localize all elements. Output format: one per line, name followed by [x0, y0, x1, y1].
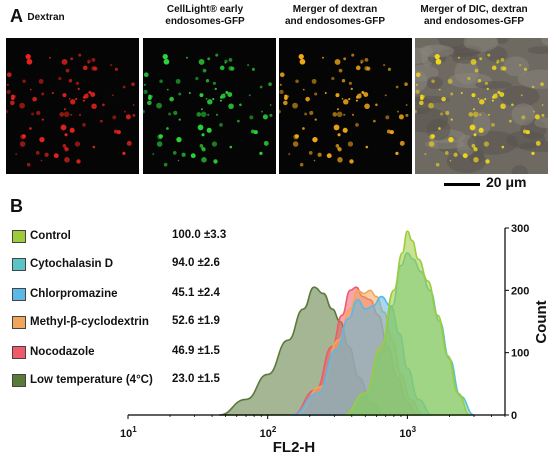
- scale-bar: [444, 183, 480, 186]
- legend-label: Control: [30, 230, 71, 242]
- legend-value: 23.0 ±1.5: [172, 373, 220, 385]
- legend-row: Cytochalasin D: [12, 256, 113, 272]
- image-title-line: Merger of DIC, dextran: [420, 4, 528, 15]
- legend-swatch: [12, 229, 26, 243]
- scale-bar-label: 20 μm: [486, 174, 527, 190]
- x-tick-exponent: 1: [132, 425, 137, 434]
- legend-label: Chlorpromazine: [30, 288, 118, 300]
- image-title-line: and endosomes-GFP: [284, 16, 385, 27]
- image-title-line: and endosomes-GFP: [423, 16, 524, 27]
- legend-value: 45.1 ±2.4: [172, 287, 220, 299]
- image-title-3: Merger of dextran and endosomes-GFP: [265, 4, 405, 28]
- y-tick-label: 300: [511, 223, 529, 235]
- x-tick-label: 101: [120, 425, 137, 440]
- legend-row: Control: [12, 228, 71, 244]
- x-tick-label: 102: [260, 425, 277, 440]
- y-tick-label: 200: [511, 285, 529, 297]
- microscopy-image-4: [415, 38, 548, 174]
- legend-value: 46.9 ±1.5: [172, 345, 220, 357]
- image-title-2: CellLight® early endosomes-GFP: [135, 4, 275, 28]
- legend-swatch: [12, 315, 26, 329]
- legend-row: Low temperature (4°C): [12, 372, 153, 388]
- image-title-line: endosomes-GFP: [165, 16, 245, 27]
- legend-value: 94.0 ±2.6: [172, 257, 220, 269]
- legend-row: Chlorpromazine: [12, 286, 118, 302]
- legend-label: Cytochalasin D: [30, 258, 114, 270]
- image-title-4: Merger of DIC, dextran and endosomes-GFP: [404, 4, 544, 28]
- image-title-line: CellLight® early: [166, 4, 244, 15]
- x-tick-exponent: 3: [412, 425, 417, 434]
- microscopy-image-2: [143, 38, 276, 174]
- legend-label: Methyl-β-cyclodextrin: [30, 316, 149, 328]
- legend-swatch: [12, 345, 26, 359]
- legend-value: 52.6 ±1.9: [172, 315, 220, 327]
- y-tick-label: 100: [511, 348, 529, 360]
- x-tick-label: 103: [399, 425, 416, 440]
- panel-b-letter: B: [10, 196, 23, 216]
- x-tick-exponent: 2: [272, 425, 277, 434]
- legend-value: 100.0 ±3.3: [172, 229, 227, 241]
- legend-row: Methyl-β-cyclodextrin: [12, 314, 149, 330]
- legend-swatch: [12, 257, 26, 271]
- y-tick-label: 0: [511, 410, 517, 422]
- legend-row: Nocodazole: [12, 344, 95, 360]
- image-title-1: Dextran: [0, 12, 116, 24]
- y-axis-title: Count: [533, 300, 550, 343]
- legend-label: Low temperature (4°C): [30, 374, 153, 386]
- image-title-line: Dextran: [27, 12, 65, 23]
- legend-label: Nocodazole: [30, 346, 95, 358]
- image-title-line: Merger of dextran: [292, 4, 378, 15]
- microscopy-image-3: [279, 38, 412, 174]
- microscopy-image-1: [6, 38, 139, 174]
- legend-swatch: [12, 287, 26, 301]
- series-area: [343, 230, 471, 416]
- x-axis-title: FL2-H: [273, 439, 316, 456]
- legend-swatch: [12, 373, 26, 387]
- panel-a-letter: A: [10, 6, 23, 26]
